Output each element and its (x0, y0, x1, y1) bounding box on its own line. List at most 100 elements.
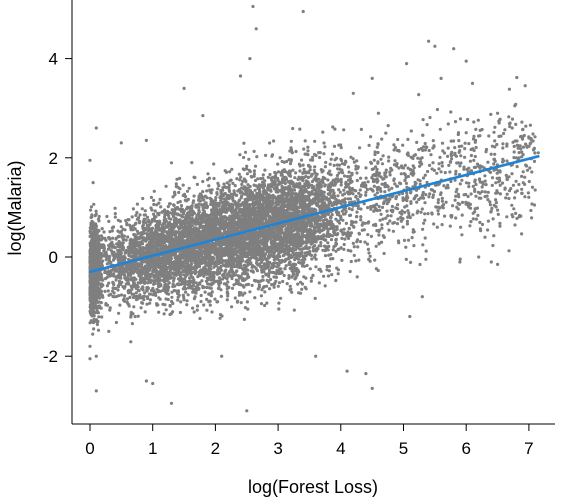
data-point (306, 184, 310, 188)
data-point (449, 139, 453, 143)
data-point (116, 229, 120, 233)
data-point (346, 165, 351, 169)
data-point (129, 340, 133, 344)
data-point (297, 260, 301, 265)
data-point (390, 168, 394, 172)
data-point (246, 307, 250, 311)
data-point (438, 127, 442, 131)
data-point (334, 278, 338, 283)
data-point (368, 254, 372, 258)
data-point (403, 178, 407, 182)
data-point (366, 233, 370, 237)
data-point (154, 293, 158, 297)
data-point (417, 93, 421, 97)
data-point (171, 301, 175, 306)
data-point (423, 148, 427, 152)
data-point (331, 234, 335, 238)
data-point (477, 196, 481, 200)
data-point (483, 174, 487, 178)
data-point (412, 244, 416, 248)
data-point (199, 293, 203, 298)
data-point (225, 181, 229, 185)
data-point (144, 276, 148, 280)
data-point (289, 139, 293, 143)
data-point (107, 281, 111, 285)
data-point (155, 271, 159, 275)
data-point (532, 203, 537, 207)
data-point (359, 176, 363, 180)
data-point (523, 195, 527, 199)
data-point (354, 220, 358, 224)
data-point (100, 315, 104, 319)
data-point (489, 112, 493, 116)
data-points (88, 4, 540, 413)
data-point (520, 120, 524, 124)
data-point (355, 171, 359, 175)
data-point (438, 155, 442, 159)
data-point (455, 161, 459, 165)
data-point (96, 328, 101, 332)
data-point (277, 301, 281, 305)
data-point (253, 178, 258, 183)
data-point (182, 211, 186, 215)
data-point (247, 157, 251, 161)
data-point (486, 219, 490, 223)
data-point (371, 179, 375, 183)
data-point (134, 291, 138, 295)
data-point (163, 215, 167, 219)
data-point (287, 274, 291, 278)
data-point (440, 199, 444, 203)
data-point (268, 287, 272, 291)
data-point (88, 231, 92, 235)
data-point (185, 189, 190, 193)
data-point (265, 278, 269, 282)
data-point (206, 278, 210, 282)
data-point (238, 153, 242, 157)
data-point (463, 155, 467, 159)
data-point (342, 247, 346, 251)
data-point (464, 131, 468, 135)
data-point (252, 169, 256, 173)
data-point (421, 190, 425, 195)
data-point (480, 185, 484, 189)
data-point (109, 292, 113, 296)
data-point (488, 170, 492, 174)
data-point (159, 205, 163, 209)
data-point (367, 251, 371, 255)
data-point (457, 139, 461, 143)
data-point (419, 210, 423, 214)
data-point (491, 217, 495, 221)
data-point (453, 151, 457, 155)
data-point (382, 251, 386, 256)
data-point (136, 314, 140, 318)
data-point (217, 276, 221, 280)
data-point (324, 160, 328, 164)
data-point (449, 179, 453, 184)
data-point (119, 225, 123, 229)
data-point (264, 153, 268, 157)
data-point (348, 188, 352, 192)
data-point (245, 276, 249, 280)
data-point (145, 232, 149, 236)
data-point (415, 140, 419, 144)
data-point (336, 194, 340, 198)
data-point (223, 169, 227, 173)
data-point (380, 226, 384, 230)
data-point (202, 266, 206, 270)
data-point (336, 219, 340, 223)
data-point (527, 195, 531, 199)
data-point (494, 191, 498, 195)
data-point (132, 305, 136, 309)
data-point (434, 183, 438, 187)
data-point (332, 244, 336, 248)
data-point (454, 154, 458, 158)
data-point (207, 299, 211, 303)
data-point (172, 279, 176, 283)
data-point (454, 194, 458, 198)
data-point (178, 310, 182, 315)
data-point (508, 125, 512, 129)
data-point (405, 191, 409, 195)
data-point (339, 177, 343, 181)
data-point (440, 223, 444, 227)
data-point (206, 172, 210, 176)
